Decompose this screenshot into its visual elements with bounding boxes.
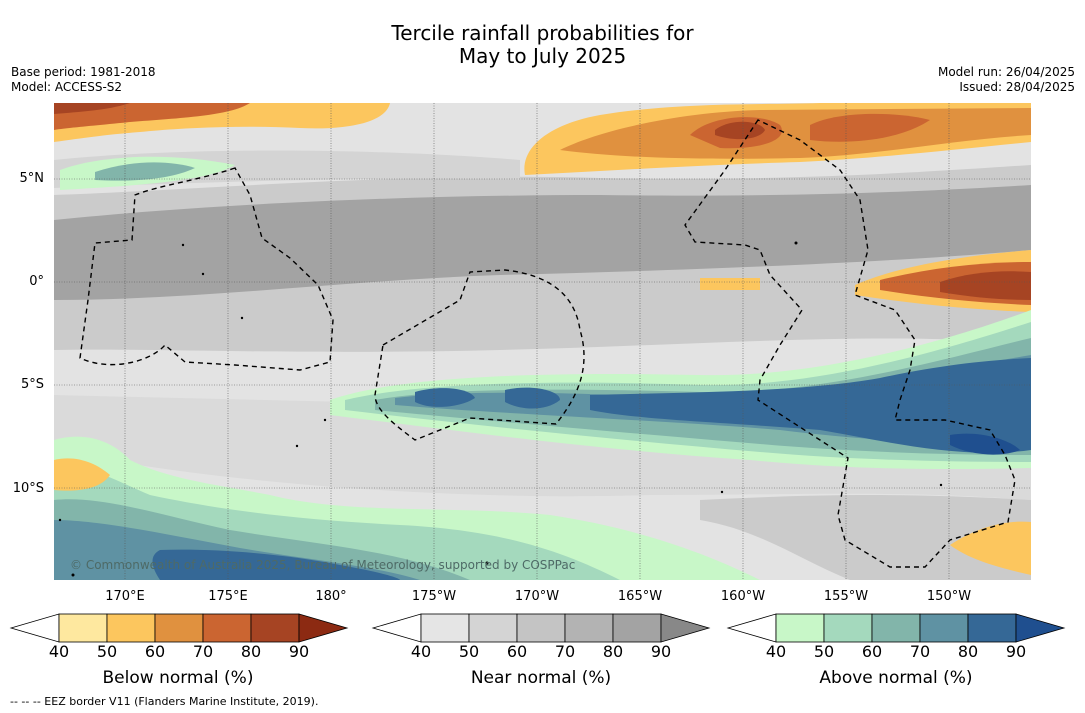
colorbar-above-segment (775, 613, 825, 643)
colorbar-below-low-extension (9, 613, 60, 643)
above-normal-s-80c (505, 387, 560, 409)
above-normal-s-90 (950, 433, 1020, 455)
colorbar-below-high-extension (298, 613, 349, 643)
meta-right: Model run: 26/04/2025 Issued: 28/04/2025 (938, 65, 1075, 95)
colorbar-above-low-extension (726, 613, 777, 643)
colorbar-below-tick: 60 (144, 642, 166, 661)
colorbar-near-tick: 70 (554, 642, 576, 661)
lon-label: 170°W (514, 589, 560, 604)
below-normal-se-50 (950, 521, 1031, 575)
above-normal-nw-60 (95, 162, 195, 181)
colorbar-below-tick: 90 (288, 642, 310, 661)
model-name: Model: ACCESS-S2 (11, 80, 123, 94)
title-line-2: May to July 2025 (458, 44, 627, 68)
colorbar-near-tick: 50 (458, 642, 480, 661)
lat-label: 10°S (12, 481, 44, 496)
island-markers (58, 241, 943, 577)
meta-left: Base period: 1981-2018 Model: ACCESS-S2 (11, 65, 156, 95)
lon-label: 175°W (411, 589, 457, 604)
colorbar-title-near: Near normal (%) (470, 668, 612, 688)
colorbar-above-tick: 50 (813, 642, 835, 661)
lon-label: 175°E (208, 589, 248, 604)
lon-label: 160°W (720, 589, 766, 604)
below-normal-e-80 (940, 271, 1031, 300)
below-normal-ne-80 (715, 121, 765, 140)
colorbar-above-tick: 90 (1005, 642, 1027, 661)
colorbar-near-segment (564, 613, 614, 643)
lon-label: 180° (315, 589, 347, 604)
eez-borders (79, 119, 1016, 568)
base-period: Base period: 1981-2018 (11, 65, 156, 79)
colorbar-near-segment (468, 613, 518, 643)
colorbar-below-tick: 70 (192, 642, 214, 661)
colorbar-near-tick: 90 (650, 642, 672, 661)
colorbar-below-segment (58, 613, 108, 643)
lat-label: 0° (29, 274, 44, 289)
issued-date: Issued: 28/04/2025 (959, 80, 1075, 94)
model-run: Model run: 26/04/2025 (937, 65, 1075, 79)
colorbar-above-segment (823, 613, 873, 643)
colorbar-near-tick: 80 (602, 642, 624, 661)
above-normal-s-80 (590, 358, 1031, 453)
below-normal-small (700, 278, 760, 290)
above-normal-sw-80 (152, 549, 400, 580)
colorbar-below-tick: 80 (240, 642, 262, 661)
gridlines (54, 103, 1031, 580)
eez-legend-note: -- -- -- EEZ border V11 (Flanders Marine… (10, 695, 319, 708)
colorbar-near-segment (420, 613, 470, 643)
colorbar-below-tick: 40 (48, 642, 70, 661)
below-normal-ne-70b (810, 113, 930, 142)
colorbar-title-above: Above normal (%) (819, 668, 973, 688)
colorbar-below-segment (250, 613, 300, 643)
colorbar-below-tick: 50 (96, 642, 118, 661)
near-normal-band-southeast (700, 495, 1031, 580)
colorbar-above-tick: 60 (861, 642, 883, 661)
colorbar-above-high-extension (1015, 613, 1066, 643)
lon-label: 150°W (926, 589, 972, 604)
lat-label: 5°S (20, 377, 44, 392)
colorbar-below-segment (106, 613, 156, 643)
colorbar-title-below: Below normal (%) (102, 668, 254, 688)
colorbar-near-segment (516, 613, 566, 643)
lat-label: 5°N (19, 171, 45, 186)
colorbar-below-segment (154, 613, 204, 643)
below-normal-nw-80 (54, 103, 130, 114)
colorbar-above-segment (871, 613, 921, 643)
above-normal-s-80b (415, 388, 475, 407)
below-normal-sw-patch (54, 458, 110, 491)
colorbar-above-tick: 40 (765, 642, 787, 661)
chart-title: Tercile rainfall probabilities for May t… (0, 22, 1085, 68)
below-normal-nw-70 (54, 103, 250, 130)
colorbar-near-low-extension (371, 613, 422, 643)
colorbar-above-segment (967, 613, 1017, 643)
colorbar-near-high-extension (660, 613, 711, 643)
copyright-notice: © Commonwealth of Australia 2025, Bureau… (70, 558, 576, 572)
lon-label: 165°W (617, 589, 663, 604)
colorbar-above-segment (919, 613, 969, 643)
colorbar-near-tick: 60 (506, 642, 528, 661)
colorbar-near-segment (612, 613, 662, 643)
colorbar-above-tick: 80 (957, 642, 979, 661)
near-normal-band-70 (54, 185, 1031, 300)
colorbar-above-tick: 70 (909, 642, 931, 661)
lon-label: 170°E (105, 589, 145, 604)
title-line-1: Tercile rainfall probabilities for (391, 21, 694, 45)
colorbar-near-tick: 40 (410, 642, 432, 661)
map-fields (54, 103, 1031, 580)
lon-label: 155°W (823, 589, 869, 604)
colorbar-below-segment (202, 613, 252, 643)
